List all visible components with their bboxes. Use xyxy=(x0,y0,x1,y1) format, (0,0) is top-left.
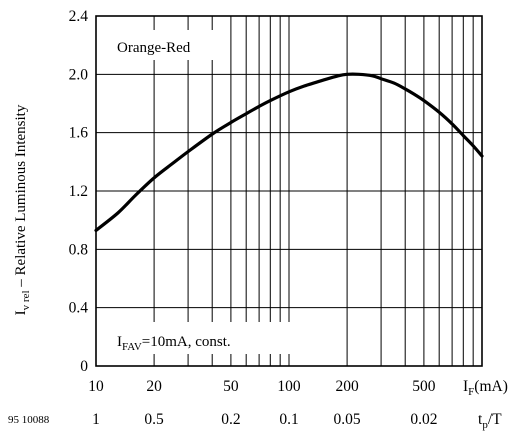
y-tick-label: 2.4 xyxy=(69,8,89,25)
condition-label-sub: FAV xyxy=(122,341,142,353)
y-tick-label: 2.0 xyxy=(69,66,89,83)
x-tick-label: 500 xyxy=(412,378,436,395)
x2-axis-label-rest: /T xyxy=(488,411,502,428)
x2-tick-label: 0.02 xyxy=(410,411,437,428)
condition-label-box xyxy=(106,322,292,354)
axis-ticks: 0 0.4 0.8 1.2 1.6 2.0 2.4 10 1 20 0.5 50 0.2 100 0.1 20… xyxy=(69,8,438,428)
y-tick-label: 1.2 xyxy=(69,183,88,200)
x2-axis-label-prefix: t xyxy=(478,411,483,428)
x2-axis-label: tp/T xyxy=(478,411,502,431)
grid xyxy=(96,16,482,366)
x-tick-label: 100 xyxy=(277,378,301,395)
plot-frame xyxy=(95,15,483,367)
x2-axis-label-sub: p xyxy=(482,419,488,431)
y-tick-label: 0.8 xyxy=(69,241,89,258)
figure-id: 95 10088 xyxy=(8,414,50,426)
x-axis-label-rest: (mA) xyxy=(474,378,508,395)
x-tick-label: 50 xyxy=(223,378,239,395)
y-tick-label: 0 xyxy=(80,358,88,375)
y-tick-label: 0.4 xyxy=(69,300,89,317)
condition-label-main: I xyxy=(117,334,122,350)
x-axis-label-sub: F xyxy=(468,386,474,398)
series-label-box xyxy=(106,30,218,60)
x-tick-label: 10 xyxy=(88,378,104,395)
y-tick-label: 1.6 xyxy=(69,125,89,142)
x2-tick-label: 1 xyxy=(92,411,100,428)
x-tick-label: 20 xyxy=(146,378,162,395)
x-axis-label: IF(mA) xyxy=(463,378,508,398)
y-axis-label-prefix: I xyxy=(13,310,29,315)
condition-label: IFAV=10mA, const. xyxy=(117,334,231,353)
y-axis-label-rest: – Relative Luminous Intensity xyxy=(13,104,29,290)
series-label: Orange-Red xyxy=(117,40,191,56)
x2-tick-label: 0.5 xyxy=(144,411,164,428)
series-line-orange-red xyxy=(94,72,484,232)
y-axis-label: Iv rel – Relative Luminous Intensity xyxy=(13,104,32,315)
x2-tick-label: 0.05 xyxy=(334,411,361,428)
y-axis-label-sub: v rel xyxy=(20,290,32,310)
x2-tick-label: 0.1 xyxy=(279,411,298,428)
condition-label-rest: =10mA, const. xyxy=(142,334,231,350)
x2-tick-label: 0.2 xyxy=(221,411,240,428)
x-tick-label: 200 xyxy=(335,378,359,395)
x-axis-label-prefix: I xyxy=(463,378,468,395)
